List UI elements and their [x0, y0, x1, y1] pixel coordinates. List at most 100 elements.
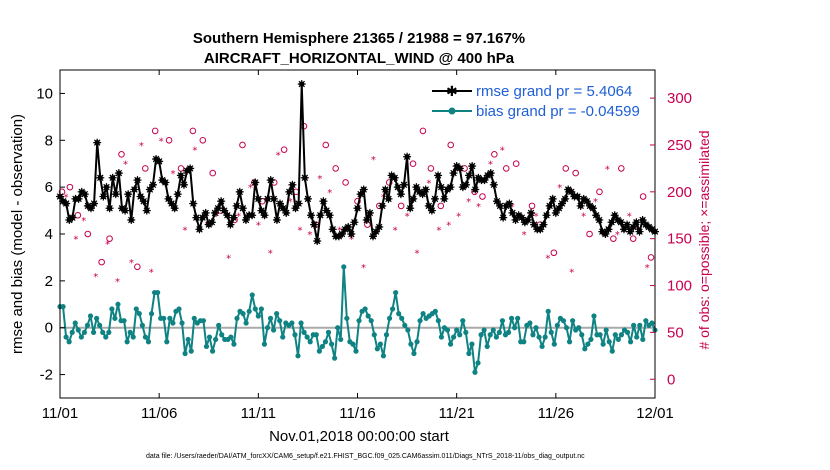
y2-tick-label: 250 — [667, 137, 692, 154]
bias-point — [576, 325, 582, 331]
bias-point — [533, 325, 539, 331]
bias-point — [307, 339, 313, 345]
obs-assimilated-marker: * — [415, 249, 420, 260]
rmse-point — [421, 185, 430, 194]
bias-point — [411, 350, 417, 357]
obs-assimilated-marker: * — [159, 136, 164, 147]
rmse-point — [282, 208, 291, 217]
obs-possible-marker — [342, 179, 349, 186]
bias-series — [57, 264, 658, 375]
rmse-point — [189, 199, 198, 208]
x-tick-label: 11/06 — [141, 405, 177, 422]
bias-point — [139, 322, 145, 328]
obs-possible-marker — [409, 160, 417, 168]
obs-possible-marker — [209, 169, 217, 177]
obs-assimilated-marker: * — [393, 225, 398, 236]
bias-point — [328, 341, 335, 347]
obs-assimilated-marker: * — [276, 150, 281, 161]
rmse-point — [412, 183, 421, 192]
obs-assimilated-marker: * — [327, 188, 332, 199]
obs-assimilated-marker: * — [81, 216, 86, 227]
rmse-point — [300, 173, 309, 182]
bias-point — [420, 311, 426, 317]
bias-point — [649, 320, 655, 326]
bias-point — [539, 343, 545, 350]
bias-point — [133, 306, 139, 312]
obs-assimilated-marker: * — [534, 211, 539, 222]
rmse-point — [430, 194, 439, 203]
rmse-point — [217, 197, 226, 206]
obs-assimilated-marker: * — [557, 183, 562, 194]
rmse-point — [455, 164, 464, 173]
bias-point — [161, 315, 167, 321]
bias-point — [203, 343, 210, 350]
rmse-point — [505, 199, 514, 208]
legend-rmse-label: rmse grand pr = 5.4064 — [476, 83, 632, 100]
rmse-point — [616, 218, 625, 227]
bias-point — [338, 336, 344, 343]
bias-point — [69, 329, 75, 335]
bias-point — [316, 348, 322, 354]
bias-point — [350, 341, 356, 347]
bias-point — [612, 332, 618, 338]
rmse-point — [623, 220, 632, 229]
obs-possible-marker — [639, 193, 647, 200]
bias-point — [301, 329, 307, 335]
bias-point — [515, 315, 521, 321]
bias-point — [472, 369, 478, 375]
rmse-point — [511, 215, 520, 224]
bias-point — [478, 332, 484, 338]
obs-possible-marker — [629, 235, 637, 242]
y2-tick-label: 150 — [667, 231, 692, 248]
bias-point — [542, 334, 548, 340]
rmse-point — [108, 173, 117, 182]
obs-assimilated-marker: * — [236, 211, 241, 222]
bias-point — [136, 311, 142, 317]
bias-point — [615, 336, 621, 343]
bias-point — [643, 318, 649, 324]
rmse-point — [235, 187, 244, 196]
bias-point — [640, 336, 646, 343]
obs-assimilated-marker: * — [105, 239, 110, 250]
rmse-point — [378, 201, 387, 210]
rmse-point — [350, 218, 359, 227]
bias-point — [97, 322, 103, 328]
bias-point — [591, 313, 597, 319]
rmse-point — [167, 199, 176, 208]
rmse-point — [80, 190, 89, 199]
obs-possible-marker — [385, 179, 393, 186]
rmse-point — [508, 208, 517, 217]
obs-assimilated-marker: * — [149, 267, 154, 278]
y2-axis-ticks: 0 50 100 150 200 250 300 — [650, 90, 692, 388]
rmse-point — [499, 213, 508, 222]
bias-point — [332, 355, 338, 361]
obs-assimilated-marker: * — [405, 211, 410, 222]
y-tick-label: 6 — [45, 179, 53, 196]
obs-assimilated-marker: * — [645, 263, 650, 274]
obs-possible-marker — [84, 230, 92, 238]
rmse-point — [111, 190, 120, 199]
obs-possible-marker — [596, 188, 603, 196]
obs-assimilated-marker: * — [476, 202, 481, 213]
bias-point — [66, 339, 72, 345]
obs-assimilated-marker: * — [248, 183, 253, 194]
rmse-point — [347, 230, 356, 238]
x-tick-label: 11/16 — [339, 405, 375, 422]
rmse-point — [372, 227, 381, 236]
y-tick-label: 10 — [36, 85, 53, 102]
y-tick-label: 2 — [45, 273, 53, 290]
obs-possible-marker — [397, 202, 405, 210]
obs-assimilated-marker: * — [488, 160, 493, 171]
bias-point — [103, 334, 109, 340]
rmse-point — [338, 230, 347, 238]
rmse-point — [186, 164, 195, 173]
bias-point — [487, 332, 493, 338]
rmse-point — [396, 190, 405, 199]
rmse-point — [582, 197, 591, 206]
obs-possible-marker — [141, 165, 149, 172]
obs-possible-marker — [437, 202, 445, 210]
rmse-point — [576, 201, 585, 210]
rmse-point — [93, 138, 102, 147]
rmse-point — [592, 211, 601, 220]
